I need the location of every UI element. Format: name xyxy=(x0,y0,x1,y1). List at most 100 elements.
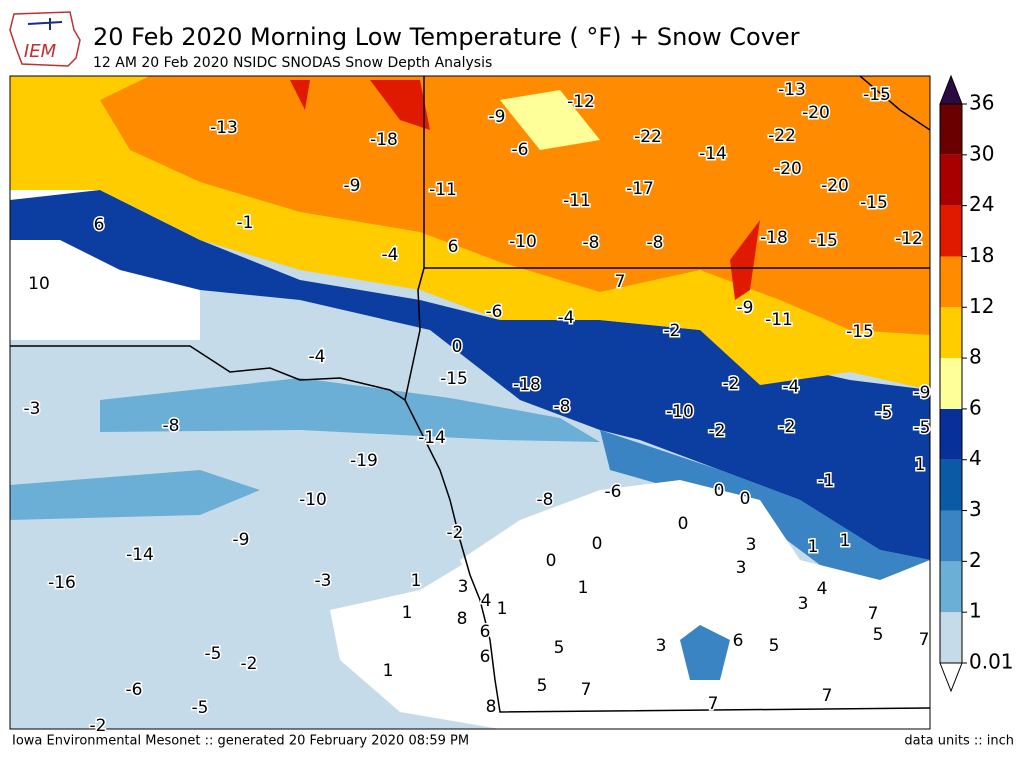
station-value: -16 xyxy=(48,573,76,593)
station-value: 4 xyxy=(817,579,828,599)
station-value: -3 xyxy=(24,399,41,419)
station-value: 5 xyxy=(769,636,780,656)
station-value: -3 xyxy=(315,571,332,591)
station-value: -9 xyxy=(344,176,361,196)
station-value: -9 xyxy=(914,383,931,403)
colorbar-segment xyxy=(940,459,962,511)
station-value: 7 xyxy=(868,604,879,624)
station-value: -15 xyxy=(846,322,874,342)
station-value: -15 xyxy=(860,193,888,213)
station-value: -4 xyxy=(382,245,399,265)
colorbar-segment xyxy=(940,205,962,257)
station-value: 5 xyxy=(554,638,565,658)
station-value: 1 xyxy=(915,455,926,475)
station-value: 6 xyxy=(480,647,491,667)
station-value: 1 xyxy=(840,531,851,551)
colorbar-label: 30 xyxy=(969,141,994,165)
station-value: -8 xyxy=(537,490,554,510)
station-value: 0 xyxy=(592,534,603,554)
station-value: 1 xyxy=(411,571,422,591)
colorbar-label: 8 xyxy=(969,345,982,369)
colorbar-frame xyxy=(939,103,963,664)
station-value: -8 xyxy=(163,416,180,436)
colorbar-label: 2 xyxy=(969,548,982,572)
station-value: 10 xyxy=(28,274,50,294)
station-value: -8 xyxy=(583,233,600,253)
station-value: 3 xyxy=(458,577,469,597)
station-value: 3 xyxy=(656,636,667,656)
station-value: -10 xyxy=(509,232,537,252)
colorbar-label: 4 xyxy=(969,446,982,470)
station-value: -11 xyxy=(429,180,457,200)
station-value: 0 xyxy=(452,337,463,357)
station-value: -9 xyxy=(489,107,506,127)
station-value: -18 xyxy=(760,228,788,248)
station-value: 5 xyxy=(537,676,548,696)
station-value: -15 xyxy=(440,369,468,389)
station-value: -10 xyxy=(666,402,694,422)
colorbar-label: 6 xyxy=(969,395,982,419)
subtitle: 12 AM 20 Feb 2020 NSIDC SNODAS Snow Dept… xyxy=(93,55,492,71)
station-value: 5 xyxy=(873,625,884,645)
station-value: -1 xyxy=(237,213,254,233)
station-value: -22 xyxy=(768,126,796,146)
station-value: -17 xyxy=(626,179,654,199)
station-value: 8 xyxy=(486,697,497,717)
station-value: 6 xyxy=(480,622,491,642)
station-value: -9 xyxy=(233,530,250,550)
station-value: 3 xyxy=(798,594,809,614)
station-value: -1 xyxy=(818,471,835,491)
station-value: 6 xyxy=(733,631,744,651)
station-value: 7 xyxy=(822,686,833,706)
station-value: -2 xyxy=(90,716,107,736)
title: 20 Feb 2020 Morning Low Temperature ( °F… xyxy=(93,23,800,51)
station-value: -19 xyxy=(350,451,378,471)
station-value: -2 xyxy=(447,523,464,543)
station-value: -11 xyxy=(765,310,793,330)
station-value: -6 xyxy=(512,140,529,160)
station-value: -18 xyxy=(370,130,398,150)
station-value: 7 xyxy=(708,694,719,714)
station-value: 1 xyxy=(808,537,819,557)
colorbar-segment xyxy=(940,104,962,155)
station-value: -6 xyxy=(126,680,143,700)
station-value: -4 xyxy=(558,308,575,328)
station-value: 6 xyxy=(448,237,459,257)
station-value: -18 xyxy=(513,375,541,395)
station-value: -20 xyxy=(821,176,849,196)
colorbar-label: 3 xyxy=(969,497,982,521)
station-value: -6 xyxy=(605,482,622,502)
stations: -13-18-9-12-13 -15-20-22 -22-14-6-9 -11-11-… xyxy=(22,79,932,738)
station-value: -4 xyxy=(783,377,800,397)
station-value: 3 xyxy=(736,558,747,578)
station-value: 1 xyxy=(402,603,413,623)
station-value: 0 xyxy=(740,489,751,509)
station-value: -15 xyxy=(863,85,891,105)
station-value: 7 xyxy=(581,680,592,700)
station-value: -2 xyxy=(709,421,726,441)
map-frame xyxy=(9,75,931,730)
station-value: 1 xyxy=(578,578,589,598)
station-value: -9 xyxy=(737,298,754,318)
station-value: 8 xyxy=(457,609,468,629)
station-value: 7 xyxy=(615,272,626,292)
colorbar-under xyxy=(939,662,963,693)
station-value: -5 xyxy=(192,698,209,718)
station-value: 4 xyxy=(481,591,492,611)
colorbar-segment xyxy=(940,561,962,613)
station-value: -11 xyxy=(563,191,591,211)
colorbar-label: 18 xyxy=(969,243,994,267)
colorbar-segment xyxy=(940,612,962,663)
station-value: 1 xyxy=(383,661,394,681)
colorbar-segment xyxy=(940,510,962,562)
station-value: -5 xyxy=(876,403,893,423)
logo: IEM xyxy=(9,11,81,67)
map xyxy=(10,76,930,729)
station-value: -5 xyxy=(914,418,931,438)
station-value: -12 xyxy=(567,92,595,112)
station-value: -5 xyxy=(205,644,222,664)
logo-text: IEM xyxy=(24,41,57,62)
station-value: -12 xyxy=(895,229,923,249)
station-value: -2 xyxy=(664,321,681,341)
